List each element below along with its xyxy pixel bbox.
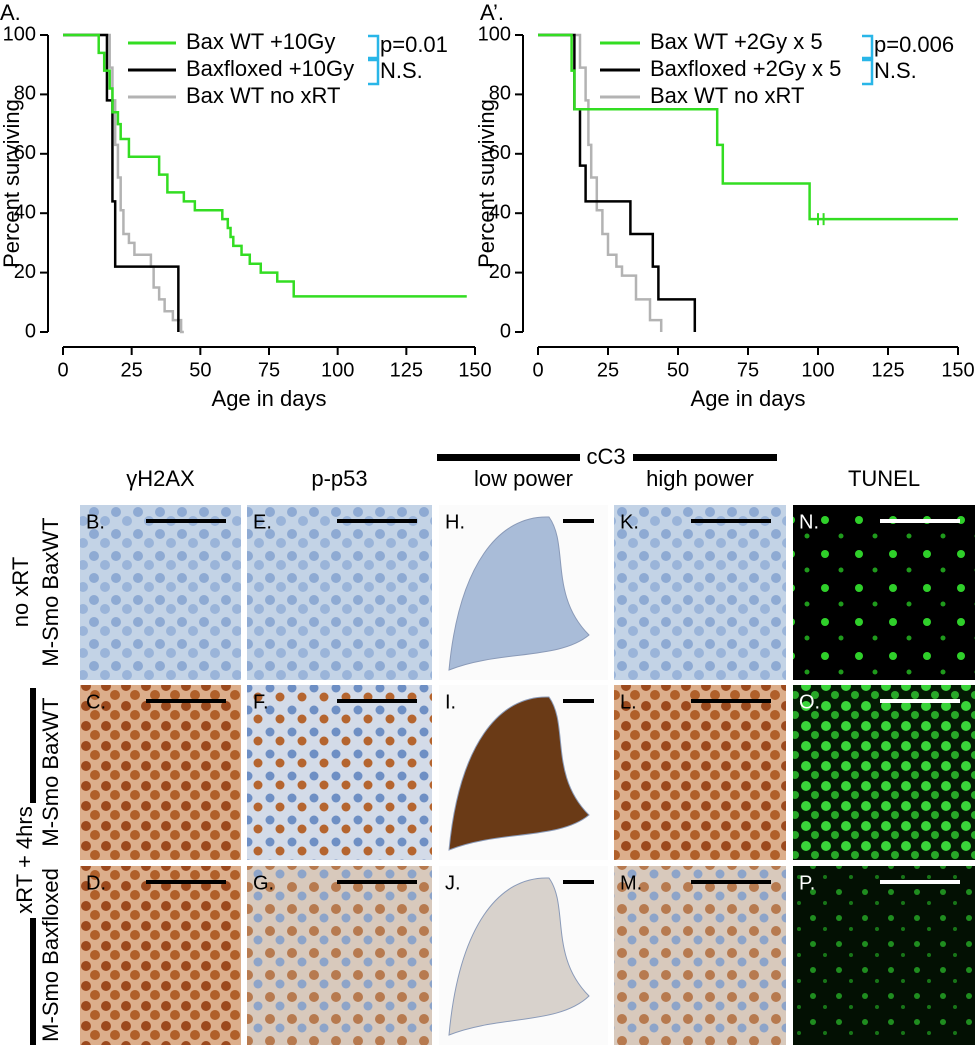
treatment-label: xRT + 4hrs bbox=[12, 806, 37, 913]
legend-label: Baxfloxed +10Gy bbox=[186, 56, 354, 81]
micrograph bbox=[793, 505, 975, 680]
y-tick-label: 60 bbox=[489, 142, 511, 164]
y-tick-label: 80 bbox=[14, 83, 36, 105]
x-tick-label: 25 bbox=[597, 359, 619, 381]
annotation: N.S. bbox=[874, 58, 917, 83]
panel-label: A’. bbox=[480, 0, 504, 25]
bracket bbox=[862, 58, 874, 86]
bracket bbox=[368, 34, 380, 60]
y-tick-label: 40 bbox=[14, 201, 36, 223]
x-tick-label: 125 bbox=[871, 359, 904, 381]
micrograph bbox=[793, 685, 975, 860]
micrograph bbox=[80, 685, 241, 860]
y-tick-label: 80 bbox=[489, 83, 511, 105]
x-tick-label: 0 bbox=[57, 359, 68, 381]
panel-letter: K. bbox=[620, 511, 639, 533]
legend-label: Bax WT no xRT bbox=[186, 83, 340, 108]
x-axis-label: Age in days bbox=[691, 386, 806, 411]
group-header: cC3 bbox=[586, 444, 625, 469]
panel-letter: H. bbox=[445, 511, 465, 533]
y-tick-label: 20 bbox=[14, 261, 36, 283]
y-axis-label: Percent surviving bbox=[0, 99, 24, 268]
panel-letter: I. bbox=[445, 691, 456, 713]
annotation: p=0.01 bbox=[380, 32, 448, 57]
row-label: M-Smo BaxWT bbox=[38, 697, 63, 846]
micrograph bbox=[80, 505, 241, 680]
legend-label: Baxfloxed +2Gy x 5 bbox=[650, 56, 841, 81]
column-header: TUNEL bbox=[848, 466, 920, 491]
x-tick-label: 125 bbox=[390, 359, 423, 381]
panel-label: A. bbox=[0, 0, 21, 25]
legend-label: Bax WT +10Gy bbox=[186, 29, 335, 54]
x-tick-label: 150 bbox=[941, 359, 974, 381]
header-bar bbox=[633, 454, 777, 461]
x-tick-label: 75 bbox=[258, 359, 280, 381]
micrograph bbox=[614, 866, 786, 1045]
x-tick-label: 50 bbox=[189, 359, 211, 381]
header-bar bbox=[437, 454, 580, 461]
micrograph bbox=[80, 866, 241, 1045]
column-header: γH2AX bbox=[126, 466, 195, 491]
charts: A. 0 20 40 60 80 100 0 25 50 75 100 125 150 Age in day… bbox=[0, 0, 975, 411]
survival-curve bbox=[538, 33, 958, 221]
row-label: M-Smo Baxfloxed bbox=[38, 868, 63, 1042]
tissue-section bbox=[448, 877, 590, 1036]
panel-letter: P. bbox=[799, 872, 815, 894]
legend-label: Bax WT +2Gy x 5 bbox=[650, 29, 823, 54]
micrograph bbox=[247, 866, 432, 1045]
column-header: p-p53 bbox=[311, 466, 367, 491]
y-tick-label: 100 bbox=[478, 23, 511, 45]
panel-letter: C. bbox=[86, 691, 106, 713]
micrograph bbox=[247, 505, 432, 680]
survival-curve bbox=[63, 33, 184, 334]
row-bar bbox=[30, 688, 36, 803]
y-tick-label: 40 bbox=[489, 201, 511, 223]
micrograph bbox=[793, 866, 975, 1045]
column-header: high power bbox=[646, 466, 754, 491]
x-tick-label: 100 bbox=[801, 359, 834, 381]
x-tick-label: 150 bbox=[458, 359, 491, 381]
panel-letter: O. bbox=[799, 691, 820, 713]
y-tick-label: 0 bbox=[500, 320, 511, 342]
panel-letter: L. bbox=[620, 691, 637, 713]
row-bar bbox=[30, 918, 36, 1045]
x-tick-label: 75 bbox=[737, 359, 759, 381]
column-header: low power bbox=[474, 466, 573, 491]
y-tick-label: 0 bbox=[25, 320, 36, 342]
x-tick-label: 25 bbox=[121, 359, 143, 381]
survival-curve bbox=[538, 33, 663, 332]
panel-letter: M. bbox=[620, 872, 642, 894]
micrograph bbox=[247, 685, 432, 860]
x-tick-label: 0 bbox=[532, 359, 543, 381]
micrograph bbox=[614, 685, 786, 860]
legend-label: Bax WT no xRT bbox=[650, 83, 804, 108]
panel-letter: J. bbox=[445, 872, 461, 894]
panel-letter: F. bbox=[253, 691, 269, 713]
panel-letter: D. bbox=[86, 872, 106, 894]
x-tick-label: 100 bbox=[321, 359, 354, 381]
y-tick-label: 20 bbox=[489, 261, 511, 283]
panel-letter: N. bbox=[799, 511, 819, 533]
annotation: N.S. bbox=[380, 58, 423, 83]
row-label: M-Smo BaxWT bbox=[38, 517, 63, 666]
survival-curve bbox=[63, 33, 467, 298]
tissue-section bbox=[448, 516, 590, 671]
bracket bbox=[862, 34, 874, 60]
y-tick-label: 60 bbox=[14, 142, 36, 164]
annotation: p=0.006 bbox=[874, 32, 954, 57]
micrograph-grid: γH2AX p-p53 low power high power TUNEL cC3 B. E… bbox=[8, 444, 975, 1045]
tissue-section bbox=[448, 696, 590, 851]
micrograph bbox=[614, 505, 786, 680]
panel-letter: B. bbox=[86, 511, 105, 533]
bracket bbox=[368, 58, 380, 86]
panel-letter: G. bbox=[253, 872, 274, 894]
row-label: no xRT bbox=[8, 557, 33, 628]
survival-curve bbox=[63, 33, 180, 332]
x-tick-label: 50 bbox=[667, 359, 689, 381]
y-axis-label: Percent surviving bbox=[474, 99, 499, 268]
y-tick-label: 100 bbox=[3, 23, 36, 45]
x-axis-label: Age in days bbox=[212, 386, 327, 411]
panel-letter: E. bbox=[253, 511, 272, 533]
